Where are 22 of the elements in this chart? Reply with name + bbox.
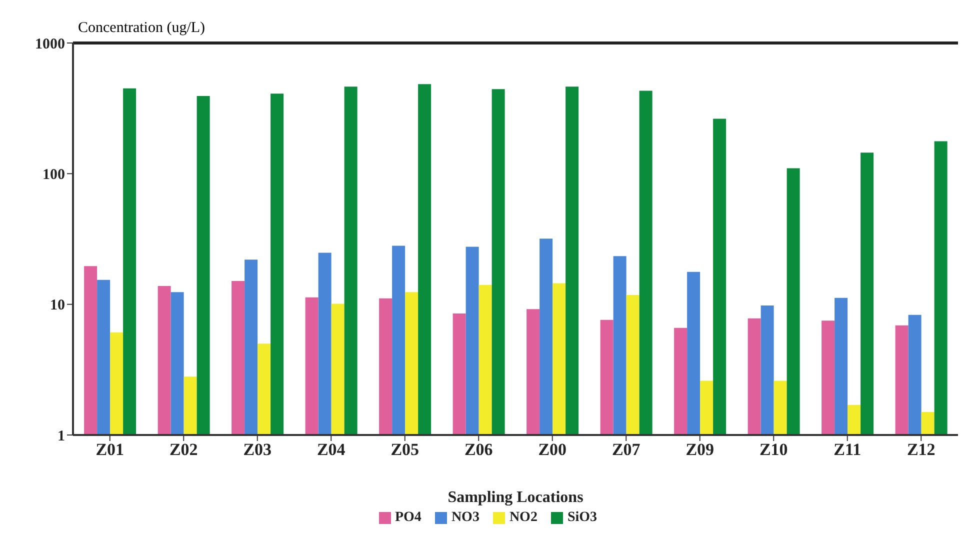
y-tick-label: 1 [58, 428, 65, 444]
legend-label: NO3 [450, 510, 480, 526]
x-tick-label: Z03 [243, 440, 272, 460]
x-tick-label: Z09 [686, 440, 714, 460]
x-tick-label: Z07 [612, 440, 641, 460]
y-tick-label: 100 [42, 166, 65, 183]
legend-label: NO2 [508, 510, 538, 526]
x-tick-label: Z10 [759, 440, 788, 460]
x-tick-label: Z00 [538, 440, 567, 460]
x-tick-label: Z11 [834, 440, 862, 460]
x-axis-title: Sampling Locations [448, 489, 584, 506]
y-axis-title: Concentration (ug/L) [78, 20, 206, 37]
legend-label: SiO3 [566, 510, 598, 526]
y-tick-label: 10 [50, 298, 65, 314]
x-tick-label: Z04 [316, 440, 346, 460]
x-tick-label: Z02 [169, 440, 198, 460]
y-tick-label: 1000 [35, 36, 65, 52]
x-tick-label: Z05 [390, 440, 420, 460]
x-tick-label: Z06 [464, 440, 493, 460]
x-tick-label: Z01 [96, 440, 124, 460]
x-tick-label: Z12 [906, 440, 936, 460]
legend-label: PO4 [394, 510, 422, 526]
